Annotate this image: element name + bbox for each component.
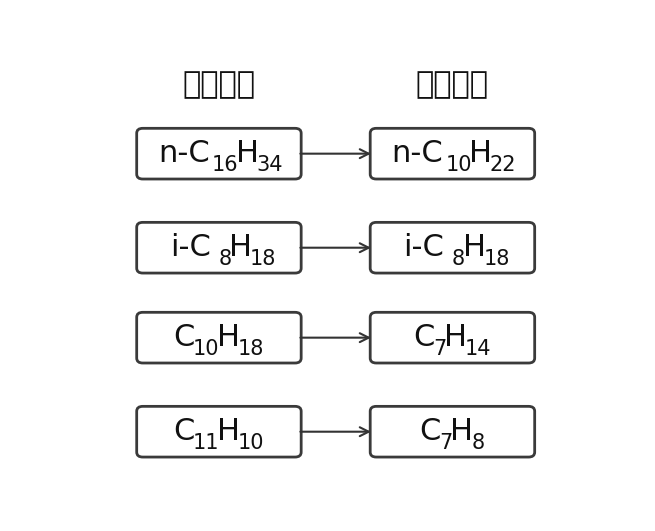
Text: 10: 10 bbox=[193, 339, 219, 359]
FancyBboxPatch shape bbox=[137, 129, 301, 179]
Text: 18: 18 bbox=[250, 249, 276, 269]
Text: 11: 11 bbox=[193, 433, 219, 453]
Text: 10: 10 bbox=[238, 433, 264, 453]
Text: 34: 34 bbox=[257, 155, 283, 175]
Text: 10: 10 bbox=[445, 155, 472, 175]
FancyBboxPatch shape bbox=[370, 406, 534, 457]
Text: H: H bbox=[217, 323, 240, 352]
Text: C: C bbox=[413, 323, 434, 352]
FancyBboxPatch shape bbox=[370, 312, 534, 363]
FancyBboxPatch shape bbox=[370, 222, 534, 273]
Text: H: H bbox=[217, 417, 240, 446]
Text: H: H bbox=[463, 233, 486, 262]
Text: 16: 16 bbox=[212, 155, 238, 175]
FancyBboxPatch shape bbox=[137, 406, 301, 457]
Text: 8: 8 bbox=[472, 433, 485, 453]
Text: 14: 14 bbox=[464, 339, 491, 359]
FancyBboxPatch shape bbox=[370, 129, 534, 179]
Text: i-C: i-C bbox=[170, 233, 210, 262]
Text: C: C bbox=[173, 323, 195, 352]
Text: C: C bbox=[419, 417, 441, 446]
Text: 18: 18 bbox=[238, 339, 264, 359]
Text: 8: 8 bbox=[218, 249, 231, 269]
Text: 18: 18 bbox=[483, 249, 510, 269]
Text: C: C bbox=[173, 417, 195, 446]
Text: n-C: n-C bbox=[391, 139, 443, 168]
Text: n-C: n-C bbox=[158, 139, 210, 168]
Text: 8: 8 bbox=[452, 249, 465, 269]
Text: H: H bbox=[236, 139, 259, 168]
Text: H: H bbox=[229, 233, 252, 262]
Text: 7: 7 bbox=[433, 339, 446, 359]
Text: H: H bbox=[451, 417, 474, 446]
Text: i-C: i-C bbox=[403, 233, 444, 262]
FancyBboxPatch shape bbox=[137, 312, 301, 363]
Text: 物理过程: 物理过程 bbox=[183, 70, 255, 99]
Text: H: H bbox=[444, 323, 467, 352]
Text: H: H bbox=[470, 139, 493, 168]
FancyBboxPatch shape bbox=[137, 222, 301, 273]
Text: 化学过程: 化学过程 bbox=[416, 70, 489, 99]
Text: 22: 22 bbox=[490, 155, 517, 175]
Text: 7: 7 bbox=[440, 433, 453, 453]
